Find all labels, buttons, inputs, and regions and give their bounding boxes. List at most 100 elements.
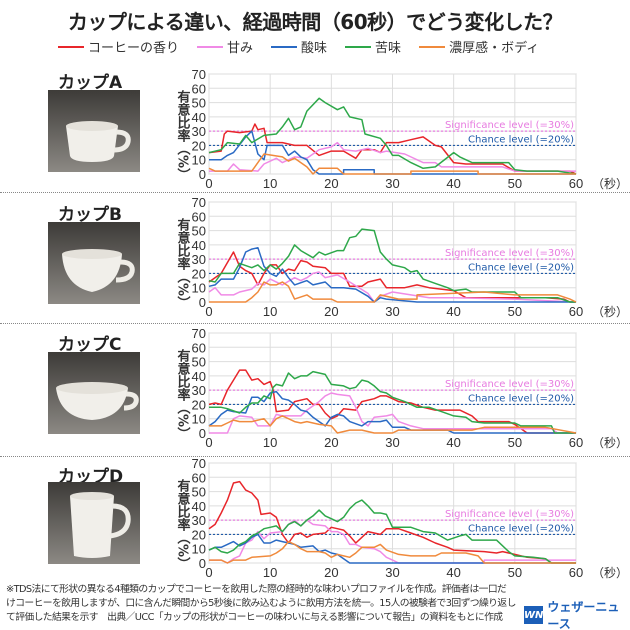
y-tick-label: 60 xyxy=(192,81,206,96)
legend-item-acidity: 酸味 xyxy=(271,37,327,56)
x-tick-label: 20 xyxy=(324,435,338,450)
reference-line-label: Chance level (=20%) xyxy=(468,262,574,273)
series-line-1 xyxy=(208,271,577,303)
y-tick-label: 10 xyxy=(192,153,206,168)
footnote-line: て評価した結果を示す 出典／UCC「カップの形状がコーヒーの味わいに与える影響に… xyxy=(6,612,503,623)
y-tick-label: 20 xyxy=(192,527,206,542)
y-tick-label: 30 xyxy=(192,513,206,528)
series-line-4 xyxy=(209,540,576,564)
x-tick-label: 40 xyxy=(446,304,460,319)
x-tick-label: 10 xyxy=(263,176,277,191)
footnote-line: けコーヒーを飲用しますが、口に含んだ瞬間から5秒後に飲み込むように飲用方法を統一… xyxy=(6,598,516,609)
y-tick-label: 0 xyxy=(199,556,206,571)
reference-line-label: Significance level (=30%) xyxy=(445,509,574,520)
series-line-4 xyxy=(208,153,576,175)
y-tick-label: 40 xyxy=(192,369,206,384)
y-tick-label: 30 xyxy=(192,252,206,267)
y-axis-label: 有意比率（%） xyxy=(175,217,192,309)
legend-item-bitterness: 苦味 xyxy=(345,37,401,56)
y-tick-label: 0 xyxy=(199,167,206,182)
cup-c-photo xyxy=(48,352,140,434)
x-tick-label: 50 xyxy=(508,435,522,450)
logo-mark: WN xyxy=(524,606,544,624)
legend-swatch xyxy=(419,45,446,48)
legend-item-sweetness: 甘み xyxy=(197,37,253,56)
x-tick-label: 60 xyxy=(569,304,583,319)
cup-a-label: カップA xyxy=(58,73,123,93)
y-tick-label: 50 xyxy=(192,355,206,370)
y-tick-label: 0 xyxy=(199,295,206,310)
series-line-2 xyxy=(208,246,576,303)
legend-swatch xyxy=(345,45,372,48)
footnote: ※TDS法にて形状の異なる4種類のカップでコーヒーを飲用した際の経時的な味わいプ… xyxy=(6,583,518,625)
x-tick-label: 60 xyxy=(569,176,583,191)
footnote-line: ※TDS法にて形状の異なる4種類のカップでコーヒーを飲用した際の経時的な味わいプ… xyxy=(6,584,507,595)
x-unit-label: （秒） xyxy=(592,177,628,191)
x-tick-label: 20 xyxy=(324,565,338,580)
cup-a-photo xyxy=(48,90,140,172)
reference-line-label: Chance level (=20%) xyxy=(468,523,574,534)
y-tick-label: 70 xyxy=(192,67,206,82)
x-tick-label: 50 xyxy=(508,176,522,191)
divider xyxy=(0,192,630,193)
divider xyxy=(0,456,630,457)
y-tick-label: 20 xyxy=(192,138,206,153)
legend-swatch xyxy=(271,45,298,48)
x-tick-label: 60 xyxy=(569,435,583,450)
y-tick-label: 50 xyxy=(192,485,206,500)
weathernews-logo: WN ウェザーニュース xyxy=(524,598,630,630)
series-line-1 xyxy=(209,141,576,172)
y-axis-label: 有意比率（%） xyxy=(175,478,192,570)
series-line-3 xyxy=(208,228,576,303)
y-tick-label: 40 xyxy=(192,499,206,514)
x-tick-label: 30 xyxy=(385,176,399,191)
x-unit-label: （秒） xyxy=(592,566,628,580)
page-title: カップによる違い、経過時間（60秒）でどう変化した？ xyxy=(67,10,563,34)
series-line-4 xyxy=(209,281,577,303)
y-tick-label: 10 xyxy=(192,542,206,557)
legend-label: 濃厚感・ボディ xyxy=(449,41,540,56)
y-tick-label: 60 xyxy=(192,340,206,355)
series-line-4 xyxy=(209,415,577,434)
legend: コーヒーの香り 甘み 酸味 苦味 濃厚感・ボディ xyxy=(58,37,539,56)
y-tick-label: 70 xyxy=(192,326,206,341)
y-tick-label: 10 xyxy=(192,281,206,296)
reference-line-label: Significance level (=30%) xyxy=(445,120,574,131)
y-tick-label: 0 xyxy=(199,426,206,441)
x-tick-label: 20 xyxy=(324,304,338,319)
x-unit-label: （秒） xyxy=(592,305,628,319)
reference-line-label: Chance level (=20%) xyxy=(468,134,574,145)
x-tick-label: 0 xyxy=(205,435,212,450)
reference-line-label: Significance level (=30%) xyxy=(445,248,574,259)
series-line-2 xyxy=(208,390,576,434)
divider xyxy=(0,323,630,324)
x-tick-label: 40 xyxy=(446,565,460,580)
x-tick-label: 0 xyxy=(205,565,212,580)
y-tick-label: 70 xyxy=(192,195,206,210)
x-tick-label: 40 xyxy=(446,435,460,450)
series-line-0 xyxy=(208,369,576,434)
legend-swatch xyxy=(197,45,224,48)
series-line-2 xyxy=(209,130,576,175)
x-unit-label: （秒） xyxy=(592,436,628,450)
y-tick-label: 60 xyxy=(192,470,206,485)
y-tick-label: 20 xyxy=(192,397,206,412)
y-tick-label: 40 xyxy=(192,238,206,253)
x-tick-label: 10 xyxy=(263,435,277,450)
x-tick-label: 30 xyxy=(385,304,399,319)
cup-b-label: カップB xyxy=(58,205,122,225)
cup-c-label: カップC xyxy=(58,335,122,355)
series-line-2 xyxy=(208,533,576,564)
y-axis-label: 有意比率（%） xyxy=(175,89,192,181)
legend-swatch xyxy=(58,45,84,48)
series-line-0 xyxy=(208,480,576,564)
series-line-3 xyxy=(208,499,576,564)
x-tick-label: 50 xyxy=(508,304,522,319)
y-tick-label: 10 xyxy=(192,412,206,427)
legend-item-body: 濃厚感・ボディ xyxy=(419,37,539,56)
legend-label: 苦味 xyxy=(375,41,402,56)
series-line-3 xyxy=(209,370,576,434)
